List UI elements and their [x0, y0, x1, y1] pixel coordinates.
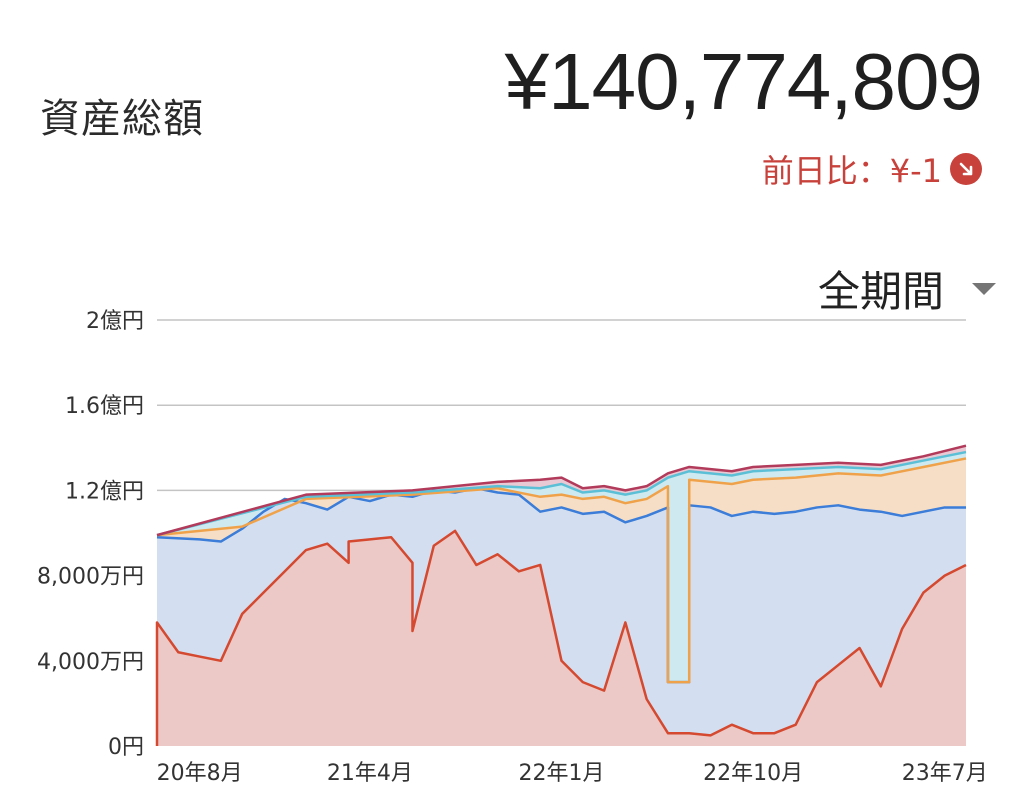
caret-down-icon: [972, 282, 996, 295]
y-tick-label: 2億円: [86, 309, 144, 334]
x-tick-label: 20年8月: [157, 761, 243, 786]
series-line: [156, 450, 967, 537]
asset-chart: 0円 4,000万円 8,000万円 1.2億円 1.6億円 2億円 20年8月 21年4月 2…: [37, 309, 988, 786]
series-line: [155, 529, 967, 746]
y-tick-label: 1.2億円: [65, 479, 144, 504]
x-tick-label: 22年10月: [703, 761, 803, 786]
series-line: [156, 457, 967, 684]
y-tick-label: 8,000万円: [37, 565, 144, 590]
series-line: [156, 487, 966, 684]
day-change: 前日比：¥-1: [762, 146, 982, 192]
x-tick-label: 23年7月: [902, 761, 988, 786]
period-dropdown[interactable]: 全期間: [818, 258, 996, 319]
y-tick-label: 1.6億円: [65, 394, 144, 419]
day-change-value: 前日比：¥-1: [761, 152, 942, 190]
total-assets-amount: ¥140,774,809: [504, 37, 983, 126]
y-tick-label: 0円: [108, 735, 144, 760]
series-area: [157, 530, 966, 746]
total-assets-label: 資産総額: [40, 96, 204, 142]
arrow-down-right-icon: [950, 153, 982, 185]
x-tick-label: 21年4月: [327, 761, 413, 786]
y-tick-label: 4,000万円: [37, 650, 144, 675]
x-tick-label: 22年1月: [519, 761, 605, 786]
period-selected-label: 全期間: [817, 267, 944, 316]
series-line: [156, 444, 967, 537]
